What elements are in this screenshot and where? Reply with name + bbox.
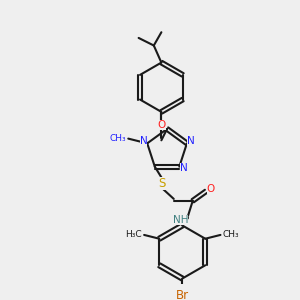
Text: H₃C: H₃C xyxy=(126,230,142,239)
Text: N: N xyxy=(180,163,188,172)
Text: Br: Br xyxy=(176,289,189,300)
Text: S: S xyxy=(159,177,166,190)
Text: NH: NH xyxy=(173,215,188,225)
Text: CH₃: CH₃ xyxy=(110,134,126,143)
Text: O: O xyxy=(157,120,166,130)
Text: O: O xyxy=(207,184,215,194)
Text: N: N xyxy=(140,136,147,146)
Text: CH₃: CH₃ xyxy=(222,230,239,239)
Text: N: N xyxy=(187,136,195,146)
